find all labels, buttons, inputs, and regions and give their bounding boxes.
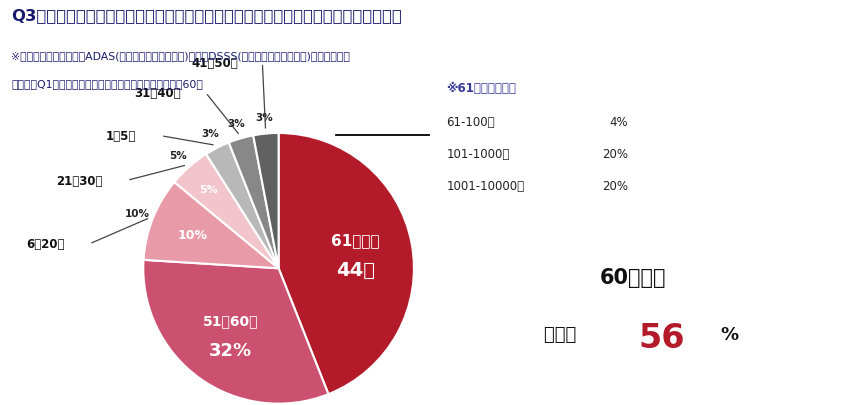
Text: 41～50人: 41～50人 [191, 57, 238, 70]
Text: 4%: 4% [609, 115, 628, 129]
Text: 3%: 3% [201, 129, 218, 139]
Wedge shape [144, 183, 279, 269]
Text: Q3　お勤め先の企業では、自動連転の開発・設計に携わっている人は何人いますか。: Q3 お勤め先の企業では、自動連転の開発・設計に携わっている人は何人いますか。 [11, 8, 402, 23]
Wedge shape [279, 134, 414, 394]
Wedge shape [253, 134, 279, 269]
Text: 1001-10000人: 1001-10000人 [446, 180, 524, 193]
Text: 32%: 32% [209, 341, 252, 359]
Text: 5%: 5% [169, 150, 187, 160]
Text: 20%: 20% [602, 180, 628, 193]
Text: 31～40人: 31～40人 [134, 87, 181, 100]
Text: の人は: の人は [544, 325, 582, 343]
Text: 10%: 10% [125, 208, 150, 218]
Text: 44％: 44％ [337, 261, 375, 280]
Text: 1～5人: 1～5人 [106, 130, 137, 143]
Text: 56: 56 [638, 321, 685, 354]
Text: ※61人以上の内訳: ※61人以上の内訳 [446, 82, 516, 95]
Text: 61-100人: 61-100人 [446, 115, 495, 129]
Wedge shape [206, 143, 279, 269]
Text: 3%: 3% [228, 119, 245, 128]
Text: 回答者：Q1＝勤務先の会社は自動連転に携わっている：60人: 回答者：Q1＝勤務先の会社は自動連転に携わっている：60人 [11, 79, 203, 89]
Text: 51～60人: 51～60人 [203, 314, 258, 328]
Text: 61人以上: 61人以上 [332, 233, 380, 248]
Wedge shape [229, 136, 279, 269]
Text: ※ここでの自動連転は、ADAS(先進連転支援システム)およびDSSS(安全連転支援システム)を含みます。: ※ここでの自動連転は、ADAS(先進連転支援システム)およびDSSS(安全連転支… [11, 51, 350, 61]
Text: 21～30人: 21～30人 [56, 175, 103, 188]
Text: 5%: 5% [200, 185, 218, 195]
Text: 3%: 3% [256, 113, 273, 123]
Text: 101-1000人: 101-1000人 [446, 148, 510, 161]
Text: 20%: 20% [602, 148, 628, 161]
Text: 6～20人: 6～20人 [26, 238, 65, 251]
Wedge shape [174, 155, 279, 269]
Text: %: % [721, 325, 739, 343]
Text: 10%: 10% [178, 228, 208, 241]
Wedge shape [144, 260, 328, 404]
Text: 60人以下: 60人以下 [600, 267, 666, 287]
